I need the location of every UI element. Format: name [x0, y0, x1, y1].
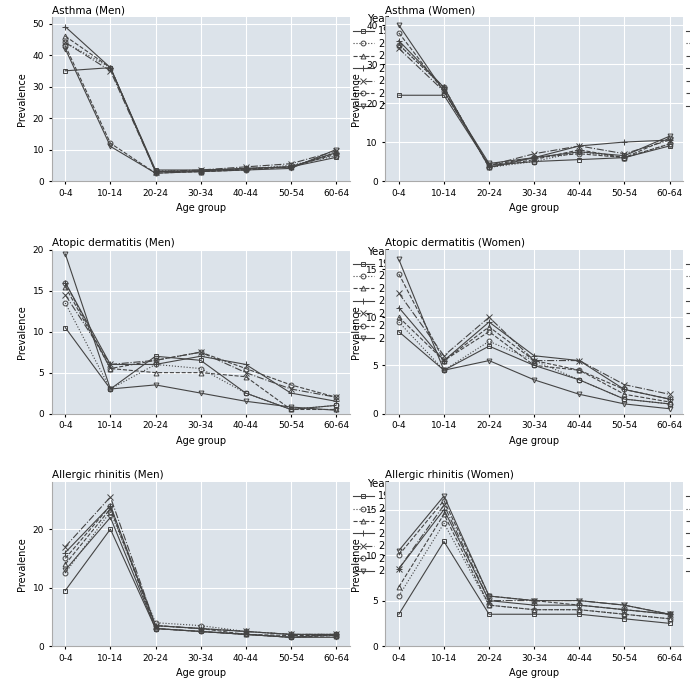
X-axis label: Age group: Age group [175, 203, 226, 214]
Y-axis label: Prevalence: Prevalence [17, 538, 27, 591]
Text: Asthma (Women): Asthma (Women) [385, 5, 475, 15]
X-axis label: Age group: Age group [509, 668, 560, 679]
Y-axis label: Prevalence: Prevalence [351, 538, 361, 591]
Text: Allergic rhinitis (Men): Allergic rhinitis (Men) [52, 470, 164, 480]
Y-axis label: Prevalence: Prevalence [351, 305, 361, 359]
Legend: 1999, 2002, 2005, 2008, 2011, 2014, 2017: 1999, 2002, 2005, 2008, 2011, 2014, 2017 [686, 14, 690, 111]
Text: Atopic dermatitis (Men): Atopic dermatitis (Men) [52, 238, 175, 247]
Y-axis label: Prevalence: Prevalence [17, 305, 27, 359]
Legend: 1999, 2002, 2005, 2008, 2011, 2014, 2017: 1999, 2002, 2005, 2008, 2011, 2014, 2017 [686, 479, 690, 576]
Text: Atopic dermatitis (Women): Atopic dermatitis (Women) [385, 238, 525, 247]
X-axis label: Age group: Age group [509, 203, 560, 214]
Legend: 1999, 2002, 2005, 2008, 2011, 2014, 2017: 1999, 2002, 2005, 2008, 2011, 2014, 2017 [353, 14, 402, 111]
Y-axis label: Prevalence: Prevalence [17, 73, 27, 126]
Y-axis label: Prevalence: Prevalence [351, 73, 361, 126]
Legend: 1999, 2002, 2005, 2008, 2011, 2014, 2017: 1999, 2002, 2005, 2008, 2011, 2014, 2017 [353, 247, 402, 343]
Text: Asthma (Men): Asthma (Men) [52, 5, 125, 15]
X-axis label: Age group: Age group [509, 436, 560, 446]
Legend: 1999, 2002, 2005, 2008, 2011, 2014, 2017: 1999, 2002, 2005, 2008, 2011, 2014, 2017 [353, 479, 402, 576]
Text: Allergic rhinitis (Women): Allergic rhinitis (Women) [385, 470, 514, 480]
Legend: 1999, 2002, 2005, 2008, 2011, 2014, 2017: 1999, 2002, 2005, 2008, 2011, 2014, 2017 [686, 247, 690, 343]
X-axis label: Age group: Age group [175, 436, 226, 446]
X-axis label: Age group: Age group [175, 668, 226, 679]
